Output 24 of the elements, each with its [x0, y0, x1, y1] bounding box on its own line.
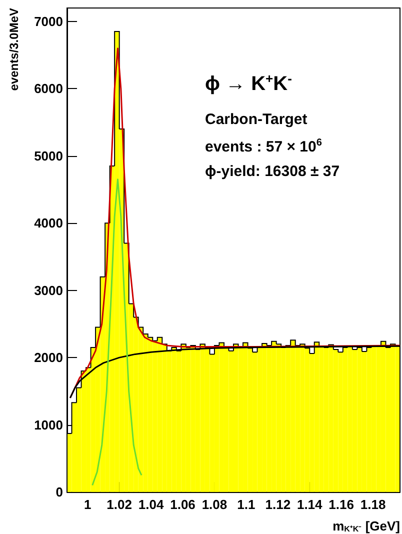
annotation: ϕ-yield: 16308 ± 37	[205, 163, 340, 180]
annotation: ϕ → K+K-	[205, 71, 292, 95]
y-tick-label: 3000	[34, 282, 63, 298]
x-tick-label: 1.18	[360, 497, 386, 512]
y-tick-label: 4000	[34, 216, 63, 231]
x-tick-label: 1.08	[202, 497, 228, 512]
x-tick-label: 1.12	[265, 497, 291, 512]
x-tick-label: 1	[84, 497, 92, 512]
x-tick-label: 1.16	[328, 497, 354, 512]
y-tick-label: 7000	[34, 14, 63, 29]
x-tick-label: 1.1	[237, 497, 256, 512]
y-tick-label: 2000	[34, 350, 63, 366]
x-tick-label: 1.06	[170, 497, 196, 512]
y-tick-label: 5000	[34, 148, 63, 164]
line-series	[92, 178, 142, 486]
x-axis-title: mK⁺K⁻ [GeV]	[332, 518, 400, 534]
y-axis-title: events/3.0MeV	[7, 8, 21, 91]
x-tick-label: 1.14	[296, 497, 324, 512]
y-tick-label: 6000	[34, 81, 63, 96]
y-tick-label: 0	[56, 484, 63, 500]
x-tick-label: 1.04	[138, 497, 164, 512]
y-tick-label: 1000	[34, 417, 63, 432]
annotation: Carbon-Target	[205, 111, 308, 128]
x-tick-label: 1.02	[106, 497, 132, 512]
